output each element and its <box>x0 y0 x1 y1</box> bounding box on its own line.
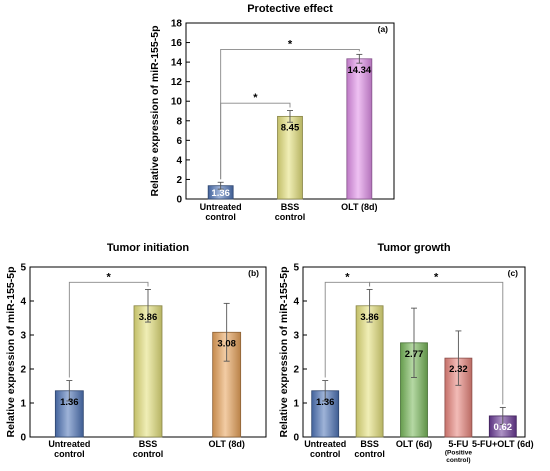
x-tick-label: BSS control <box>354 439 385 459</box>
x-tick-label: 5-FU (Positive control) <box>445 439 472 464</box>
y-tick-label: 16 <box>171 38 183 49</box>
significance-star: * <box>107 271 112 283</box>
significance-star: * <box>345 271 350 283</box>
y-tick-label: 3 <box>293 331 299 342</box>
chart-title: Protective effect <box>247 3 333 15</box>
y-tick-label: 4 <box>20 297 26 308</box>
x-tick-label: OLT (8d) <box>209 439 245 449</box>
bar <box>346 58 373 200</box>
data-label: 1.36 <box>316 397 335 408</box>
y-tick-label: 5 <box>293 263 299 274</box>
x-tick-label: 5-FU+OLT (6d) <box>472 439 534 449</box>
panel-label: (b) <box>248 268 259 278</box>
y-tick-label: 1 <box>20 399 26 410</box>
y-tick-label: 3 <box>20 331 26 342</box>
significance-star: * <box>434 271 439 283</box>
significance-star: * <box>288 38 293 50</box>
x-tick-label: BSS control <box>275 202 306 222</box>
data-label: 3.86 <box>139 312 158 323</box>
y-tick-label: 4 <box>176 155 182 166</box>
panel-label: (a) <box>378 24 389 34</box>
y-tick-label: 2 <box>20 365 26 376</box>
significance-bracket <box>369 281 504 405</box>
y-tick-label: 8 <box>176 116 182 127</box>
data-label: 3.08 <box>217 338 236 349</box>
chart-panel-0: Protective effect 0 2 4 6 8 10 12 14 16 18 Relative… <box>149 3 395 222</box>
bar <box>277 115 303 200</box>
significance-bracket <box>220 102 291 180</box>
bar <box>355 305 384 438</box>
y-tick-label: 2 <box>293 365 299 376</box>
x-tick-label: Untreated control <box>304 439 346 459</box>
y-axis-label: Relative expression of miR-155-5p <box>149 26 161 197</box>
data-label: 3.86 <box>360 312 379 323</box>
y-tick-label: 18 <box>171 19 183 30</box>
chart-title: Tumor growth <box>377 242 450 254</box>
y-axis-label: Relative expression of miR-155-5p <box>278 267 290 438</box>
y-tick-label: 1 <box>293 399 299 410</box>
y-tick-label: 10 <box>171 97 183 108</box>
bar <box>133 305 163 438</box>
y-axis-label: Relative expression of miR-155-5p <box>5 267 17 438</box>
y-tick-label: 12 <box>171 77 183 88</box>
data-label: 0.62 <box>494 422 513 433</box>
y-tick-label: 4 <box>293 297 299 308</box>
y-tick-label: 0 <box>293 433 299 444</box>
panel-label: (c) <box>508 268 519 278</box>
data-label: 2.77 <box>405 349 424 360</box>
x-tick-label: OLT (8d) <box>341 202 377 212</box>
data-label: 1.36 <box>60 397 79 408</box>
y-tick-label: 0 <box>20 433 26 444</box>
data-label: 2.32 <box>449 364 468 375</box>
x-tick-label: Untreated control <box>48 439 90 459</box>
x-tick-label: OLT (6d) <box>396 439 432 449</box>
data-label: 8.45 <box>281 122 300 133</box>
x-tick-label: Untreated control <box>200 202 242 222</box>
data-label: 14.34 <box>347 65 371 76</box>
y-tick-label: 6 <box>176 136 182 147</box>
significance-star: * <box>253 92 258 104</box>
y-tick-label: 2 <box>176 175 182 186</box>
y-tick-label: 0 <box>176 195 182 206</box>
y-tick-label: 5 <box>20 263 26 274</box>
x-tick-label: BSS control <box>133 439 164 459</box>
chart-title: Tumor initiation <box>107 242 190 254</box>
y-tick-label: 14 <box>171 58 183 69</box>
significance-bracket <box>68 281 149 378</box>
data-label: 1.36 <box>211 188 230 199</box>
